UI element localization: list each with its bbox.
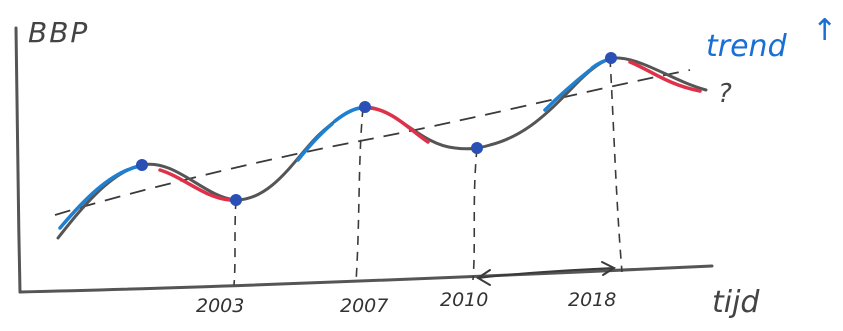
year-label-2007: 2007 [340, 295, 388, 317]
x-axis [18, 264, 714, 294]
drop-line-2003 [233, 199, 237, 286]
x-axis-label: tijd [712, 285, 760, 320]
rise-1 [58, 164, 142, 230]
rise-4 [543, 68, 592, 112]
question-mark: ? [718, 79, 732, 109]
drop-line-2007 [355, 107, 364, 283]
trend-line [54, 69, 691, 216]
year-label-2003: 2003 [196, 295, 244, 317]
trend-label: trend [706, 29, 788, 64]
year-label-2010: 2010 [440, 289, 488, 311]
trough-dot [471, 142, 483, 154]
drop-line-2018 [609, 57, 623, 273]
economy-curve [56, 56, 708, 240]
drop-line-2010 [472, 147, 478, 281]
trough-dot [230, 194, 242, 206]
fall-3 [628, 60, 702, 93]
fall-2 [368, 106, 430, 144]
drop-lines [233, 57, 623, 286]
peak-dot [605, 52, 617, 64]
turning-points [136, 52, 617, 206]
peak-dot [136, 159, 148, 171]
y-axis [14, 26, 22, 294]
rising-segments [58, 57, 612, 230]
year-label-2018: 2018 [568, 289, 616, 311]
rise-3 [333, 106, 364, 123]
fall-1 [158, 168, 232, 202]
rise-2 [296, 122, 334, 162]
y-axis-label: BBP [28, 16, 89, 49]
peak-dot [359, 101, 371, 113]
falling-segments [158, 60, 702, 202]
trend-up-arrow: ↑ [812, 13, 837, 48]
period-arrow [476, 261, 617, 286]
